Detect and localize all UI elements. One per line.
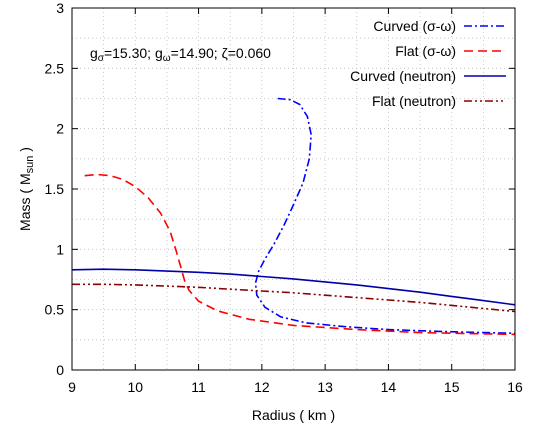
x-tick-label: 13 bbox=[317, 379, 333, 395]
x-tick-label: 9 bbox=[68, 379, 76, 395]
y-axis-title-main: Mass ( M bbox=[17, 173, 33, 231]
annotation-g-sigma: g bbox=[90, 45, 98, 61]
legend-label: Flat (neutron) bbox=[372, 93, 456, 109]
legend-label: Curved (σ-ω) bbox=[373, 18, 456, 34]
series-line-flat bbox=[84, 173, 516, 336]
legend-label: Curved (neutron) bbox=[350, 68, 456, 84]
x-axis-title: Radius ( km ) bbox=[252, 407, 335, 423]
y-tick-label: 0.5 bbox=[45, 302, 65, 318]
annotation-g-sigma-sub: σ bbox=[98, 53, 105, 64]
annotation-g-omega-value: =14.90; ζ=0.060 bbox=[171, 45, 272, 61]
x-tick-label: 14 bbox=[381, 379, 397, 395]
y-tick-label: 1.5 bbox=[45, 181, 65, 197]
series-line-flat-neutron bbox=[72, 283, 516, 313]
parameter-annotation: gσ=15.30; gω=14.90; ζ=0.060 bbox=[90, 45, 271, 64]
y-axis-title-close: ) bbox=[17, 147, 33, 156]
series-layer bbox=[71, 97, 516, 336]
legend-label: Flat (σ-ω) bbox=[395, 43, 456, 59]
x-tick-label: 10 bbox=[127, 379, 143, 395]
annotation-g-sigma-value: =15.30; bbox=[104, 45, 155, 61]
y-tick-label: 2 bbox=[56, 121, 64, 137]
y-axis-title-sub: sun bbox=[24, 156, 36, 174]
x-tick-label: 16 bbox=[507, 379, 523, 395]
y-tick-label: 0 bbox=[56, 362, 64, 378]
x-tick-label: 11 bbox=[191, 379, 206, 395]
y-tick-label: 1 bbox=[56, 241, 64, 257]
series-line-curved bbox=[254, 97, 516, 334]
y-tick-label: 3 bbox=[56, 0, 64, 16]
annotation-g-omega: g bbox=[155, 45, 163, 61]
legend: Curved (σ-ω) Flat (σ-ω) Curved (neutron) Fl… bbox=[350, 18, 506, 109]
x-tick-label: 12 bbox=[254, 379, 270, 395]
annotation-g-omega-sub: ω bbox=[163, 53, 171, 64]
series-line-curved-neutron bbox=[71, 268, 516, 306]
y-tick-label: 2.5 bbox=[45, 60, 65, 76]
ticks: 9 10 11 12 13 14 15 16 0 0.5 1 1.5 2 2.5 3 bbox=[45, 0, 523, 395]
y-axis-title: Mass ( Msun ) bbox=[17, 147, 36, 231]
grid bbox=[72, 8, 515, 370]
x-tick-label: 15 bbox=[444, 379, 460, 395]
